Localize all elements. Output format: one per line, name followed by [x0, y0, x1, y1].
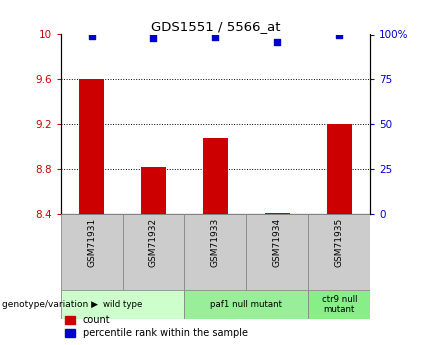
Bar [203, 138, 228, 214]
Bar [61, 214, 123, 290]
Point [88, 33, 95, 39]
Text: GSM71931: GSM71931 [87, 218, 96, 267]
Bar [141, 167, 166, 214]
Bar [308, 290, 370, 319]
Text: GSM71933: GSM71933 [211, 218, 220, 267]
Point [212, 34, 219, 40]
Bar [265, 213, 290, 214]
Bar [327, 124, 352, 214]
Text: paf1 null mutant: paf1 null mutant [210, 300, 282, 309]
Bar [123, 214, 184, 290]
Bar [308, 214, 370, 290]
Bar [184, 290, 308, 319]
Text: ctr9 null
mutant: ctr9 null mutant [322, 295, 357, 314]
Legend: count, percentile rank within the sample: count, percentile rank within the sample [65, 315, 248, 338]
Bar [79, 79, 104, 214]
Text: GSM71932: GSM71932 [149, 218, 158, 267]
Text: wild type: wild type [103, 300, 142, 309]
Bar [61, 290, 184, 319]
Point [274, 39, 281, 45]
Bar [246, 214, 308, 290]
Text: GSM71934: GSM71934 [273, 218, 282, 267]
Point [150, 35, 157, 41]
Text: genotype/variation ▶: genotype/variation ▶ [2, 300, 98, 309]
Title: GDS1551 / 5566_at: GDS1551 / 5566_at [151, 20, 280, 33]
Bar [184, 214, 246, 290]
Text: GSM71935: GSM71935 [335, 218, 344, 267]
Point [336, 33, 343, 38]
